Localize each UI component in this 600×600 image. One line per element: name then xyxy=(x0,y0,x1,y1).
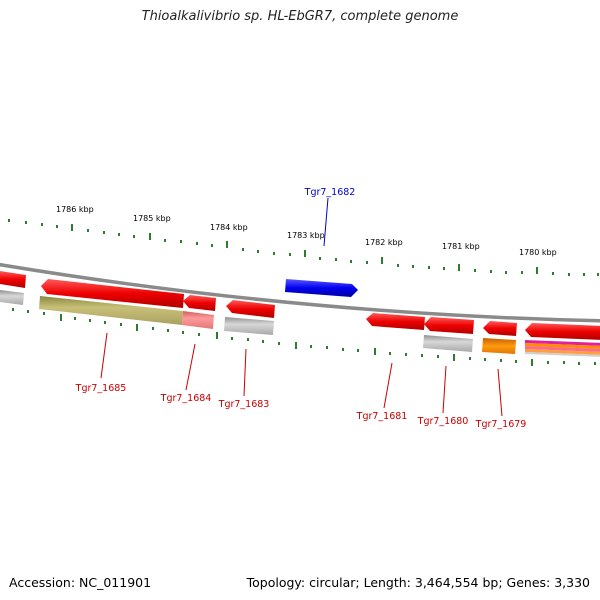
accession-text: Accession: NC_011901 xyxy=(9,575,152,590)
genome-backbone xyxy=(0,262,600,323)
gene-tgr7-1680[interactable] xyxy=(424,317,474,334)
reverse-strand-genes xyxy=(0,271,600,340)
gene-label-tgr7-1683[interactable]: Tgr7_1683 xyxy=(218,399,270,410)
feature-stack-right[interactable] xyxy=(525,340,600,357)
gene-tgr7-1684[interactable] xyxy=(183,295,216,311)
outer-scale-ticks xyxy=(8,219,599,276)
feature-grey[interactable] xyxy=(224,317,274,335)
gene-label-tgr7-1680[interactable]: Tgr7_1680 xyxy=(417,416,469,427)
feature-grey[interactable] xyxy=(423,335,473,352)
gene-tgr7-1681[interactable] xyxy=(366,313,425,330)
scale-label: 1785 kbp xyxy=(133,214,171,223)
scale-labels: 1786 kbp 1785 kbp 1784 kbp 1783 kbp 1782… xyxy=(56,205,557,257)
inner-scale-ticks xyxy=(12,308,596,366)
scale-label: 1780 kbp xyxy=(519,248,557,257)
gene-tgr7-1683[interactable] xyxy=(226,300,275,318)
scale-label: 1781 kbp xyxy=(442,242,480,251)
map-title: Thioalkalivibrio sp. HL-EbGR7, complete … xyxy=(141,9,459,24)
gene-label-tgr7-1685[interactable]: Tgr7_1685 xyxy=(75,383,127,394)
gene-tgr7-1685[interactable] xyxy=(41,279,184,308)
scale-label: 1783 kbp xyxy=(287,231,325,240)
gene-label-tgr7-1681[interactable]: Tgr7_1681 xyxy=(356,411,408,422)
gene-label-tgr7-1684[interactable]: Tgr7_1684 xyxy=(160,393,212,404)
genome-summary-text: Topology: circular; Length: 3,464,554 bp… xyxy=(246,575,590,590)
feature-grey[interactable] xyxy=(0,290,24,305)
feature-track xyxy=(0,290,600,357)
gene-tgr7-1682[interactable] xyxy=(285,279,358,297)
scale-label: 1786 kbp xyxy=(56,205,94,214)
gene-red-right-edge[interactable] xyxy=(525,323,600,340)
feature-pink[interactable] xyxy=(182,311,214,329)
gene-label-tgr7-1682[interactable]: Tgr7_1682 xyxy=(304,187,356,198)
feature-olive[interactable] xyxy=(39,296,183,325)
gene-label-tgr7-1679[interactable]: Tgr7_1679 xyxy=(475,419,527,430)
gene-labels: Tgr7_1682 Tgr7_1685 Tgr7_1684 Tgr7_1683 … xyxy=(75,187,527,430)
gene-tgr7-1679[interactable] xyxy=(483,321,517,336)
label-leaders xyxy=(100,197,503,417)
scale-label: 1782 kbp xyxy=(365,238,403,247)
gene-red-left-edge[interactable] xyxy=(0,271,26,288)
scale-label: 1784 kbp xyxy=(210,223,248,232)
feature-orange[interactable] xyxy=(482,338,516,354)
